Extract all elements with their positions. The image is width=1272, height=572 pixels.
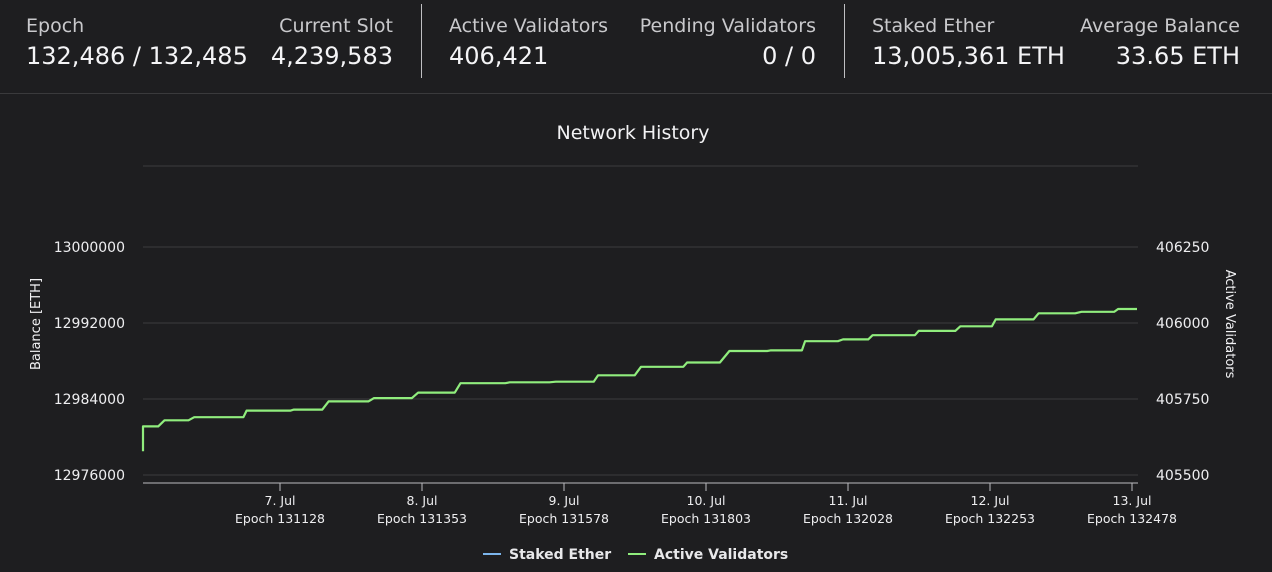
x-axis-epoch-label: Epoch 132478 (1087, 511, 1177, 526)
x-axis-epoch-label: Epoch 132253 (945, 511, 1035, 526)
network-history-chart: Network History 12976000 12984000 12992000… (29, 122, 1237, 563)
stat-active-validators-label: Active Validators (449, 15, 609, 37)
stat-average-balance-label: Average Balance (1080, 15, 1240, 37)
stat-epoch-label: Epoch (26, 15, 85, 37)
x-axis-date-label: 11. Jul (829, 493, 868, 508)
chart-gridlines (143, 165, 1138, 476)
x-axis-epoch-label: Epoch 131353 (377, 511, 467, 526)
legend-item-staked-ether[interactable]: Staked Ether (483, 547, 611, 563)
stat-current-slot: Current Slot 4,239,583 (271, 14, 393, 72)
x-axis-epoch-label: Epoch 131578 (519, 511, 609, 526)
stat-pending-validators-label: Pending Validators (639, 15, 816, 37)
left-axis-tick-label: 13000000 (54, 240, 125, 256)
left-axis-tick-label: 12984000 (54, 392, 125, 408)
series-layer (141, 307, 1137, 452)
stat-pending-validators-value: 0 / 0 (762, 42, 816, 70)
right-axis-tick-label: 405750 (1156, 392, 1209, 408)
series-active-validators-line[interactable] (141, 307, 1137, 452)
x-axis-date-label: 10. Jul (687, 493, 726, 508)
stat-active-validators-value: 406,421 (449, 42, 549, 70)
stat-epoch: Epoch 132,486 / 132,485 (26, 14, 248, 72)
x-axis-epoch-label: Epoch 131128 (235, 511, 325, 526)
x-axis-date-label: 12. Jul (971, 493, 1010, 508)
legend-label-active-validators: Active Validators (654, 547, 788, 563)
stat-average-balance: Average Balance 33.65 ETH (1080, 14, 1240, 72)
network-stats-bar: Epoch 132,486 / 132,485 Current Slot 4,2… (0, 0, 1272, 94)
x-axis-date-label: 13. Jul (1113, 493, 1152, 508)
legend-item-active-validators[interactable]: Active Validators (628, 547, 788, 563)
stat-average-balance-value: 33.65 ETH (1115, 42, 1240, 70)
stat-staked-ether-value: 13,005,361 ETH (872, 42, 1065, 70)
legend-label-staked-ether: Staked Ether (509, 547, 611, 563)
stat-staked-ether: Staked Ether 13,005,361 ETH (872, 14, 1065, 72)
x-axis-epoch-label: Epoch 132028 (803, 511, 893, 526)
left-axis-tick-label: 12992000 (54, 316, 125, 332)
x-axis-epoch-label: Epoch 131803 (661, 511, 751, 526)
left-axis-tick-label: 12976000 (54, 468, 125, 484)
stat-staked-ether-label: Staked Ether (872, 15, 995, 37)
stat-current-slot-label: Current Slot (279, 15, 393, 37)
chart-title: Network History (557, 122, 710, 144)
right-axis-label: Active Validators (1222, 270, 1237, 379)
stat-epoch-value: 132,486 / 132,485 (26, 42, 248, 70)
right-axis-tick-label: 405500 (1156, 468, 1209, 484)
right-axis-tick-label: 406250 (1156, 240, 1209, 256)
x-axis-date-label: 9. Jul (549, 493, 580, 508)
left-axis-ticks: 12976000 12984000 12992000 13000000 (54, 240, 125, 484)
left-axis-label: Balance [ETH] (29, 278, 44, 370)
stat-current-slot-value: 4,239,583 (270, 42, 393, 70)
stat-divider (844, 4, 845, 78)
stat-divider (421, 4, 422, 78)
stat-active-validators: Active Validators 406,421 (449, 14, 608, 72)
right-axis-tick-label: 406000 (1156, 316, 1209, 332)
stat-pending-validators: Pending Validators 0 / 0 (640, 14, 816, 72)
x-axis-date-label: 7. Jul (265, 493, 296, 508)
x-axis-ticks: 7. Jul Epoch 131128 8. Jul Epoch 131353 9. J… (235, 483, 1177, 526)
chart-legend: Staked Ether Active Validators (483, 547, 788, 563)
x-axis-date-label: 8. Jul (407, 493, 438, 508)
right-axis-ticks: 405500 405750 406000 406250 (1156, 240, 1209, 484)
